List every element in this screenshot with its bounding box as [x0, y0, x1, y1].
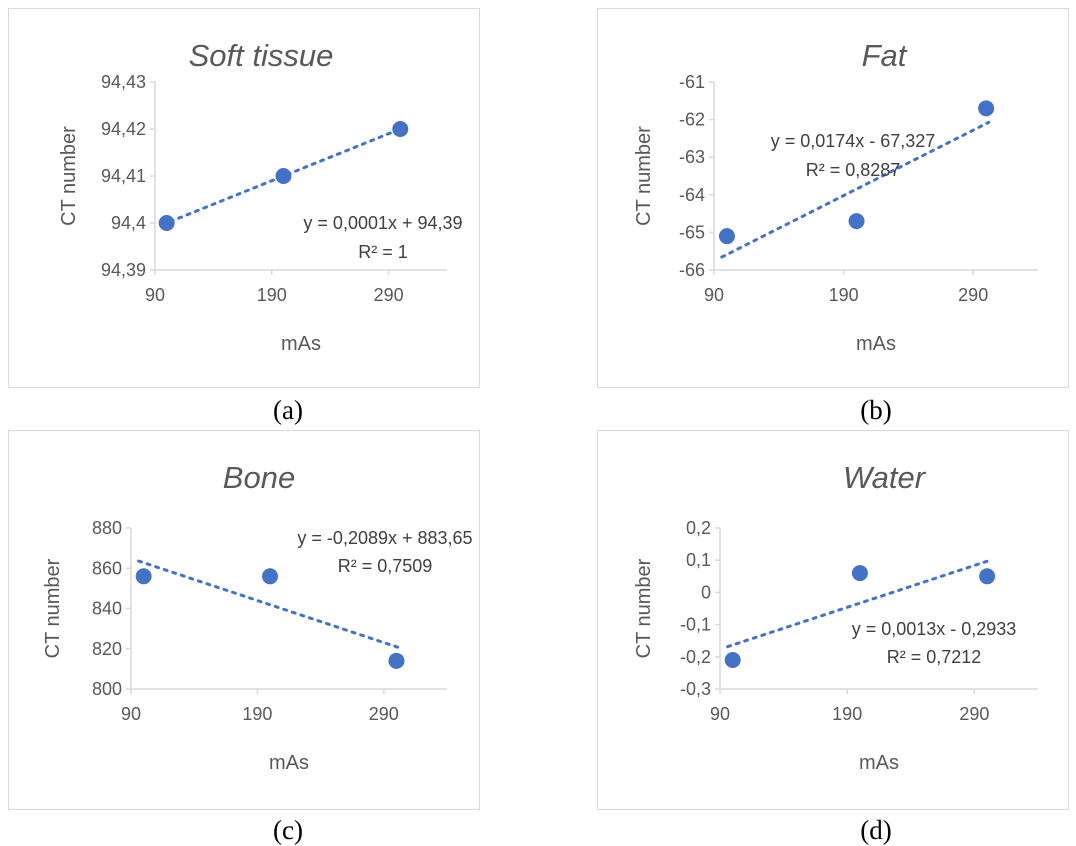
x-axis-label: mAs: [856, 333, 896, 355]
x-axis-label: mAs: [269, 752, 309, 774]
y-tick-label: -62: [679, 110, 705, 130]
data-point: [979, 568, 995, 584]
data-point: [725, 652, 741, 668]
x-tick-label: 190: [832, 704, 862, 724]
data-point: [852, 565, 868, 581]
r-squared-label: R² = 1: [358, 242, 408, 262]
data-point: [275, 168, 291, 184]
y-tick-label: -0,1: [680, 615, 711, 635]
caption-a: (a): [248, 395, 328, 426]
x-tick-label: 190: [829, 285, 859, 305]
y-tick-label: 840: [92, 599, 122, 619]
x-tick-label: 190: [242, 704, 272, 724]
chart-panel-water: Water 0,2 0,1 0 -0,1 -0,2 -0,3 90 190 290 CT numbe…: [597, 430, 1069, 810]
chart-title: Fat: [862, 38, 908, 73]
y-tick-label: -0,3: [680, 679, 711, 699]
x-axis-label: mAs: [859, 752, 899, 774]
y-tick-label: 0,2: [686, 518, 711, 538]
x-tick-label: 90: [710, 704, 730, 724]
y-tick-label: -0,2: [680, 647, 711, 667]
chart-panel-bone: Bone 880 860 840 820 800 90 190 290 CT number mAs y…: [8, 430, 480, 810]
trendline-equation: y = 0,0001x + 94,39: [303, 213, 462, 233]
y-tick-label: -66: [679, 260, 705, 280]
y-tick-label: 94,39: [101, 260, 146, 280]
caption-c: (c): [248, 815, 328, 846]
chart-panel-soft-tissue: Soft tissue 94,43 94,42 94,41 94,4 94,39 90 190…: [8, 8, 480, 388]
chart-panel-fat: Fat -61 -62 -63 -64 -65 -66 90 190 290 CT number mA…: [597, 8, 1069, 388]
chart-title: Water: [843, 460, 927, 495]
x-tick-label: 190: [257, 285, 287, 305]
y-tick-label: 860: [92, 558, 122, 578]
data-point: [392, 121, 408, 137]
data-point: [388, 653, 404, 669]
y-tick-label: 880: [92, 518, 122, 538]
y-tick-label: 0,1: [686, 550, 711, 570]
x-tick-label: 290: [369, 704, 399, 724]
trendline-equation: y = 0,0174x - 67,327: [771, 131, 936, 151]
y-tick-label: 94,42: [101, 119, 146, 139]
x-tick-label: 90: [121, 704, 141, 724]
r-squared-label: R² = 0,7509: [338, 556, 433, 576]
y-tick-label: 94,43: [101, 72, 146, 92]
caption-b: (b): [836, 395, 916, 426]
chart-title: Soft tissue: [189, 38, 334, 73]
data-point: [262, 568, 278, 584]
x-tick-label: 90: [704, 285, 724, 305]
y-tick-label: 0: [701, 582, 711, 602]
y-axis-label: CT number: [633, 126, 655, 226]
data-point: [136, 568, 152, 584]
trendline-equation: y = 0,0013x - 0,2933: [852, 619, 1017, 639]
y-tick-label: -63: [679, 147, 705, 167]
chart-fat: Fat -61 -62 -63 -64 -65 -66 90 190 290 CT number mA…: [598, 9, 1070, 389]
chart-water: Water 0,2 0,1 0 -0,1 -0,2 -0,3 90 190 290 CT numbe…: [598, 431, 1070, 811]
x-tick-label: 290: [374, 285, 404, 305]
trendline-equation: y = -0,2089x + 883,65: [297, 528, 472, 548]
chart-title: Bone: [223, 460, 295, 495]
r-squared-label: R² = 0,7212: [887, 647, 982, 667]
y-tick-label: 800: [92, 679, 122, 699]
caption-d: (d): [836, 815, 916, 846]
chart-bone: Bone 880 860 840 820 800 90 190 290 CT number mAs y…: [9, 431, 481, 811]
x-tick-label: 290: [958, 285, 988, 305]
x-axis-label: mAs: [281, 333, 321, 355]
data-point: [978, 100, 994, 116]
y-axis-label: CT number: [58, 126, 80, 226]
y-tick-label: -61: [679, 72, 705, 92]
y-tick-label: 94,41: [101, 166, 146, 186]
y-tick-label: 94,4: [111, 213, 146, 233]
y-tick-label: -65: [679, 222, 705, 242]
x-tick-label: 90: [145, 285, 165, 305]
r-squared-label: R² = 0,8287: [806, 160, 901, 180]
data-point: [719, 228, 735, 244]
y-tick-label: 820: [92, 639, 122, 659]
x-tick-label: 290: [959, 704, 989, 724]
y-tick-label: -64: [679, 185, 705, 205]
data-point: [159, 215, 175, 231]
data-point: [849, 213, 865, 229]
y-axis-label: CT number: [42, 558, 64, 658]
chart-soft-tissue: Soft tissue 94,43 94,42 94,41 94,4 94,39 90 190…: [9, 9, 481, 389]
y-axis-label: CT number: [633, 558, 655, 658]
